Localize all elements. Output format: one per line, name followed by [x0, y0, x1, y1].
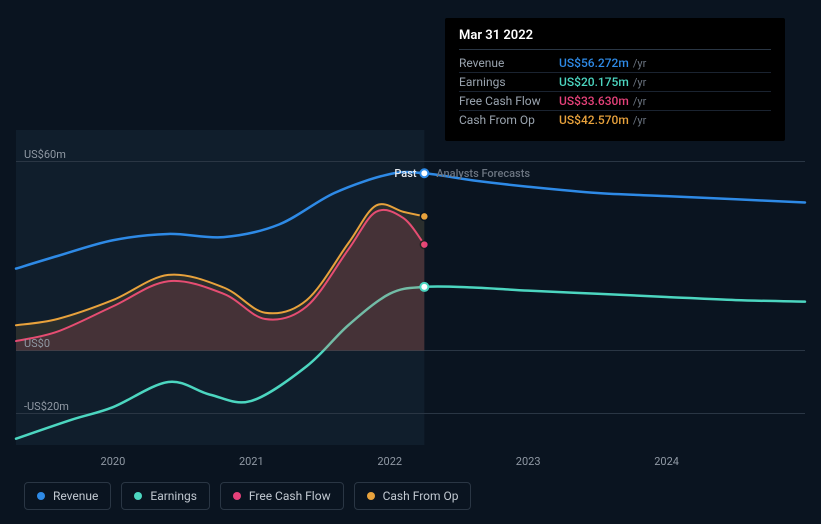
legend-label: Cash From Op — [383, 489, 459, 503]
forecast-label: Analysts Forecasts — [436, 167, 530, 180]
y-axis-label: US$0 — [24, 337, 50, 350]
legend-label: Earnings — [150, 489, 197, 503]
x-axis-label: 2023 — [516, 455, 541, 468]
x-axis-label: 2020 — [101, 455, 126, 468]
y-axis-label: -US$20m — [24, 400, 69, 413]
legend-item-revenue[interactable]: Revenue — [24, 482, 111, 510]
tooltip-row: Cash From Op US$42.570m /yr — [459, 111, 771, 129]
legend-item-earnings[interactable]: Earnings — [121, 482, 210, 510]
tooltip-row-value: US$42.570m — [559, 113, 629, 127]
tooltip-row-unit: /yr — [633, 114, 646, 127]
tooltip-row-value: US$33.630m — [559, 94, 629, 108]
tooltip-row-label: Cash From Op — [459, 113, 559, 127]
tooltip-row-value: US$56.272m — [559, 56, 629, 70]
chart-legend: Revenue Earnings Free Cash Flow Cash Fro… — [24, 482, 471, 510]
chart-tooltip: Mar 31 2022 Revenue US$56.272m /yr Earni… — [445, 18, 785, 141]
tooltip-title: Mar 31 2022 — [459, 28, 771, 50]
chart-plot-area: US$60mUS$0-US$20m20202021202220232024Pas… — [16, 130, 805, 445]
tooltip-row: Free Cash Flow US$33.630m /yr — [459, 92, 771, 111]
tooltip-row-value: US$20.175m — [559, 75, 629, 89]
legend-dot-icon — [134, 492, 142, 500]
series-end-marker-cfo — [420, 212, 428, 220]
tooltip-row-unit: /yr — [633, 76, 646, 89]
divider-marker-revenue — [420, 169, 428, 177]
divider-marker-earnings — [420, 283, 428, 291]
tooltip-row-label: Free Cash Flow — [459, 94, 559, 108]
legend-dot-icon — [233, 492, 241, 500]
tooltip-row-unit: /yr — [633, 95, 646, 108]
past-label: Past — [394, 167, 416, 180]
x-axis-label: 2024 — [654, 455, 679, 468]
y-axis-label: US$60m — [24, 148, 66, 161]
tooltip-row-unit: /yr — [633, 57, 646, 70]
tooltip-row: Revenue US$56.272m /yr — [459, 54, 771, 73]
x-axis-label: 2021 — [239, 455, 264, 468]
tooltip-row: Earnings US$20.175m /yr — [459, 73, 771, 92]
legend-label: Free Cash Flow — [249, 489, 331, 503]
tooltip-row-label: Earnings — [459, 75, 559, 89]
legend-label: Revenue — [53, 489, 98, 503]
tooltip-row-label: Revenue — [459, 56, 559, 70]
legend-item-fcf[interactable]: Free Cash Flow — [220, 482, 344, 510]
legend-dot-icon — [367, 492, 375, 500]
legend-dot-icon — [37, 492, 45, 500]
x-axis-label: 2022 — [377, 455, 402, 468]
legend-item-cfo[interactable]: Cash From Op — [354, 482, 472, 510]
